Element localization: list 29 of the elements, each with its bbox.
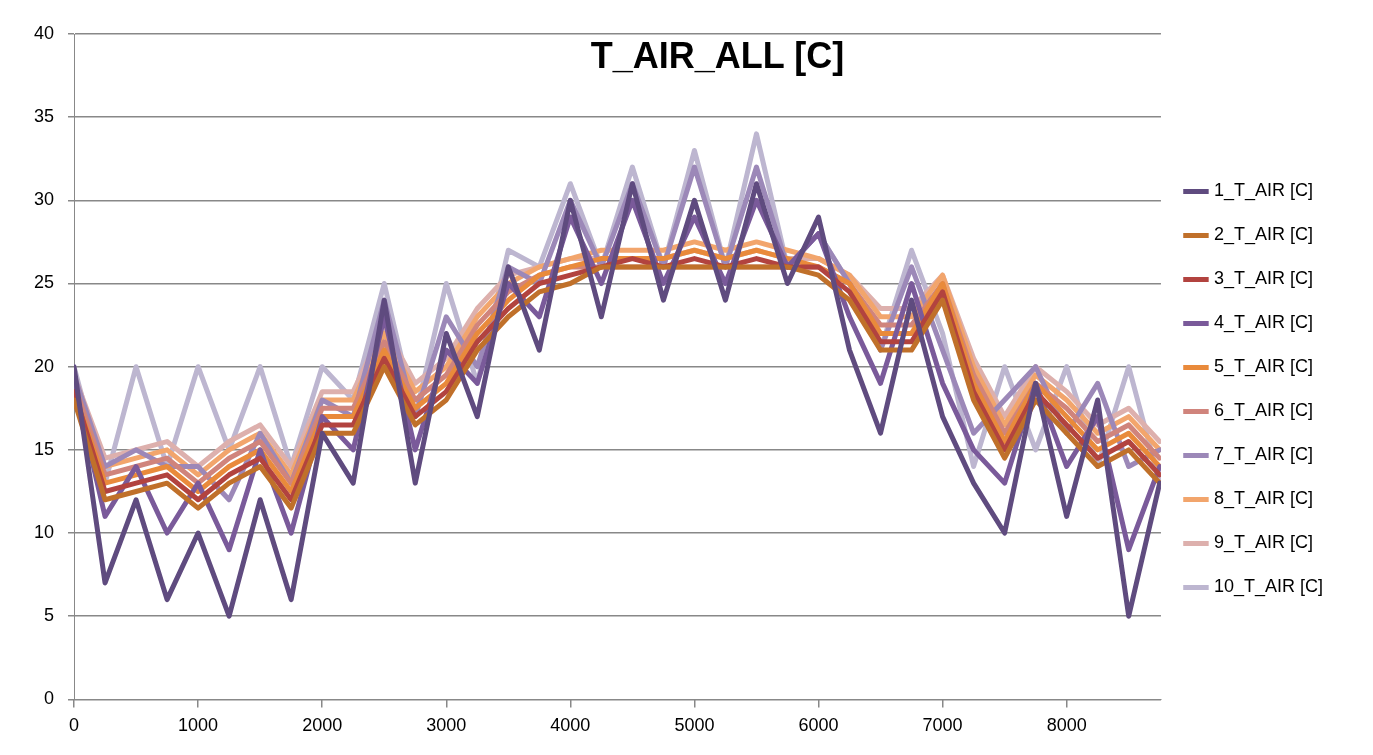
legend-label: 9_T_AIR [C]: [1213, 532, 1313, 554]
y-tick-label: 5: [44, 605, 55, 626]
legend-label: 10_T_AIR [C]: [1213, 576, 1323, 598]
y-tick-label: 30: [33, 189, 55, 210]
x-tick-label: 3000: [426, 715, 467, 736]
x-tick-label: 1000: [178, 715, 219, 736]
legend-label: 2_T_AIR [C]: [1213, 224, 1313, 246]
y-tick-label: 20: [33, 355, 55, 376]
x-tick-label: 6000: [798, 715, 839, 736]
legend-label: 5_T_AIR [C]: [1213, 356, 1313, 378]
x-tick-label: 8000: [1046, 715, 1087, 736]
x-tick-label: 7000: [922, 715, 963, 736]
y-tick-label: 15: [33, 438, 55, 459]
legend-label: 8_T_AIR [C]: [1213, 488, 1313, 510]
x-tick-label: 5000: [674, 715, 715, 736]
y-tick-label: 0: [44, 688, 55, 709]
y-tick-label: 35: [33, 106, 55, 127]
y-tick-label: 25: [33, 272, 55, 293]
legend-label: 4_T_AIR [C]: [1213, 312, 1313, 334]
y-tick-label: 10: [33, 522, 55, 543]
x-tick-label: 2000: [302, 715, 343, 736]
legend-label: 3_T_AIR [C]: [1213, 268, 1313, 290]
chart-title: T_AIR_ALL [C]: [590, 34, 845, 76]
legend-label: 1_T_AIR [C]: [1213, 180, 1313, 202]
legend-label: 6_T_AIR [C]: [1213, 400, 1313, 422]
legend-label: 7_T_AIR [C]: [1213, 444, 1313, 466]
y-tick-label: 40: [33, 22, 55, 43]
x-tick-label: 0: [69, 715, 80, 736]
x-tick-label: 4000: [550, 715, 591, 736]
